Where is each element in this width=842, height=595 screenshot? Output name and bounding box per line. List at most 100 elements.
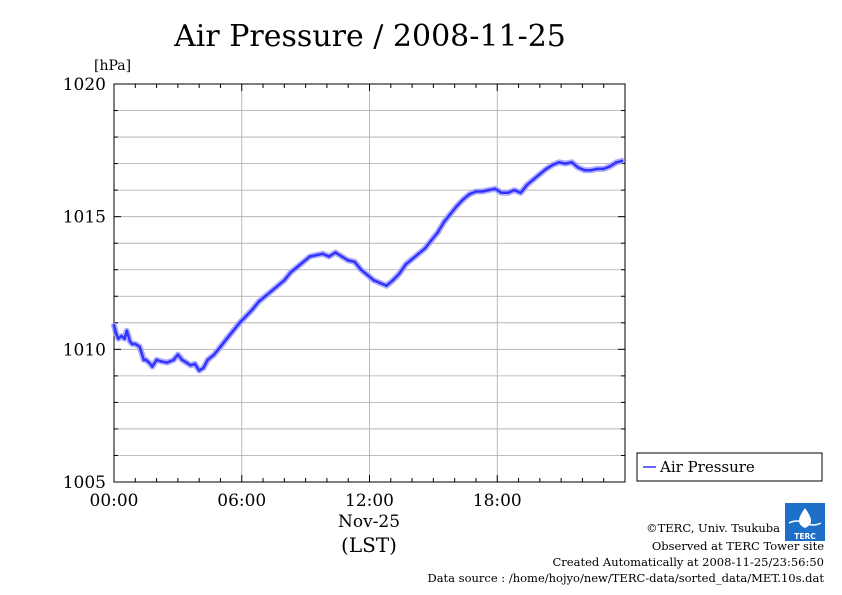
data-point: [238, 321, 241, 325]
series-layer: [111, 157, 625, 374]
site-text: Observed at TERC Tower site: [652, 539, 824, 553]
y-tick-label: 1015: [63, 208, 106, 228]
data-point: [151, 365, 154, 368]
data-point: [583, 168, 586, 172]
data-point: [551, 163, 554, 167]
wave-icon: [788, 520, 822, 526]
data-point: [128, 340, 132, 343]
data-point: [423, 247, 427, 250]
data-point: [608, 164, 612, 168]
data-point: [602, 167, 606, 171]
data-point: [519, 191, 522, 195]
data-point: [159, 359, 163, 363]
data-point: [276, 284, 280, 287]
data-point: [155, 358, 158, 362]
data-point: [165, 361, 169, 364]
data-point: [340, 255, 344, 258]
data-point: [385, 284, 388, 287]
x-tick-label: 00:00: [90, 491, 139, 511]
x-axis-label: (LST): [341, 533, 397, 557]
data-point: [212, 353, 216, 356]
x-date-label: Nov-25: [338, 512, 400, 532]
data-point: [493, 187, 497, 191]
data-point: [436, 231, 439, 234]
data-point: [410, 257, 414, 261]
data-point: [225, 337, 229, 341]
data-point: [197, 369, 201, 372]
data-point: [455, 204, 459, 208]
data-point: [231, 329, 235, 333]
data-point: [538, 172, 542, 176]
x-tick-label: 18:00: [473, 491, 522, 511]
data-point: [144, 358, 148, 362]
data-point: [429, 239, 433, 242]
x-tick-label: 06:00: [217, 491, 266, 511]
data-point: [289, 271, 293, 274]
data-point: [532, 178, 535, 181]
data-point: [442, 220, 446, 224]
grid-lines: [114, 84, 625, 482]
created-text: Created Automatically at 2008-11-25/23:5…: [553, 555, 825, 569]
data-point: [346, 259, 350, 262]
data-point: [359, 268, 363, 272]
series-halo: [111, 157, 625, 374]
data-point: [327, 255, 331, 258]
data-point: [404, 263, 407, 266]
data-point: [147, 361, 151, 364]
data-point: [353, 260, 356, 264]
data-point: [206, 358, 209, 362]
legend-label: Air Pressure: [659, 458, 755, 476]
data-point: [570, 160, 574, 164]
y-tick-label: 1005: [63, 473, 106, 493]
data-point: [180, 358, 184, 362]
data-point: [391, 279, 395, 282]
data-point: [449, 212, 452, 216]
data-point: [334, 251, 337, 254]
data-point: [112, 324, 116, 327]
data-point: [500, 191, 503, 195]
copyright-text: ©TERC, Univ. Tsukuba: [646, 521, 780, 535]
data-point: [468, 192, 471, 196]
data-point: [512, 188, 516, 192]
data-point: [295, 265, 299, 269]
data-point: [557, 160, 561, 164]
data-point: [564, 162, 567, 165]
legend: Air Pressure: [636, 452, 823, 482]
data-point: [576, 166, 580, 169]
y-axis-ticks: 1020 1015 1010 1005: [63, 75, 625, 493]
data-point: [185, 361, 188, 364]
data-point: [372, 279, 376, 282]
data-point: [189, 363, 192, 367]
data-point: [378, 281, 382, 285]
data-point: [474, 190, 478, 193]
data-point: [525, 183, 529, 187]
chart-title: Air Pressure / 2008-11-25: [173, 19, 566, 54]
data-point: [244, 314, 248, 318]
logo-text: TERC: [794, 532, 816, 541]
data-point: [193, 362, 197, 366]
data-point: [308, 255, 312, 258]
data-point: [314, 253, 318, 257]
data-point: [116, 337, 120, 341]
data-point: [417, 252, 420, 256]
data-source-text: Data source : /home/hojyo/new/TERC-data/…: [427, 571, 824, 585]
data-point: [142, 358, 146, 362]
data-point: [461, 198, 465, 201]
data-point: [125, 329, 129, 333]
data-point: [487, 188, 491, 192]
data-point: [589, 168, 593, 172]
data-point: [219, 345, 222, 348]
data-point: [481, 190, 484, 193]
legend-box: [636, 452, 823, 482]
y-tick-label: 1010: [63, 340, 106, 360]
data-point: [130, 342, 134, 346]
data-point: [251, 308, 254, 311]
water-drop-icon: [798, 508, 812, 528]
x-axis-ticks: 00:00 06:00 12:00 18:00: [90, 84, 626, 511]
data-point: [172, 358, 175, 362]
data-point: [544, 167, 548, 171]
data-point: [270, 289, 273, 293]
data-point: [283, 279, 286, 282]
